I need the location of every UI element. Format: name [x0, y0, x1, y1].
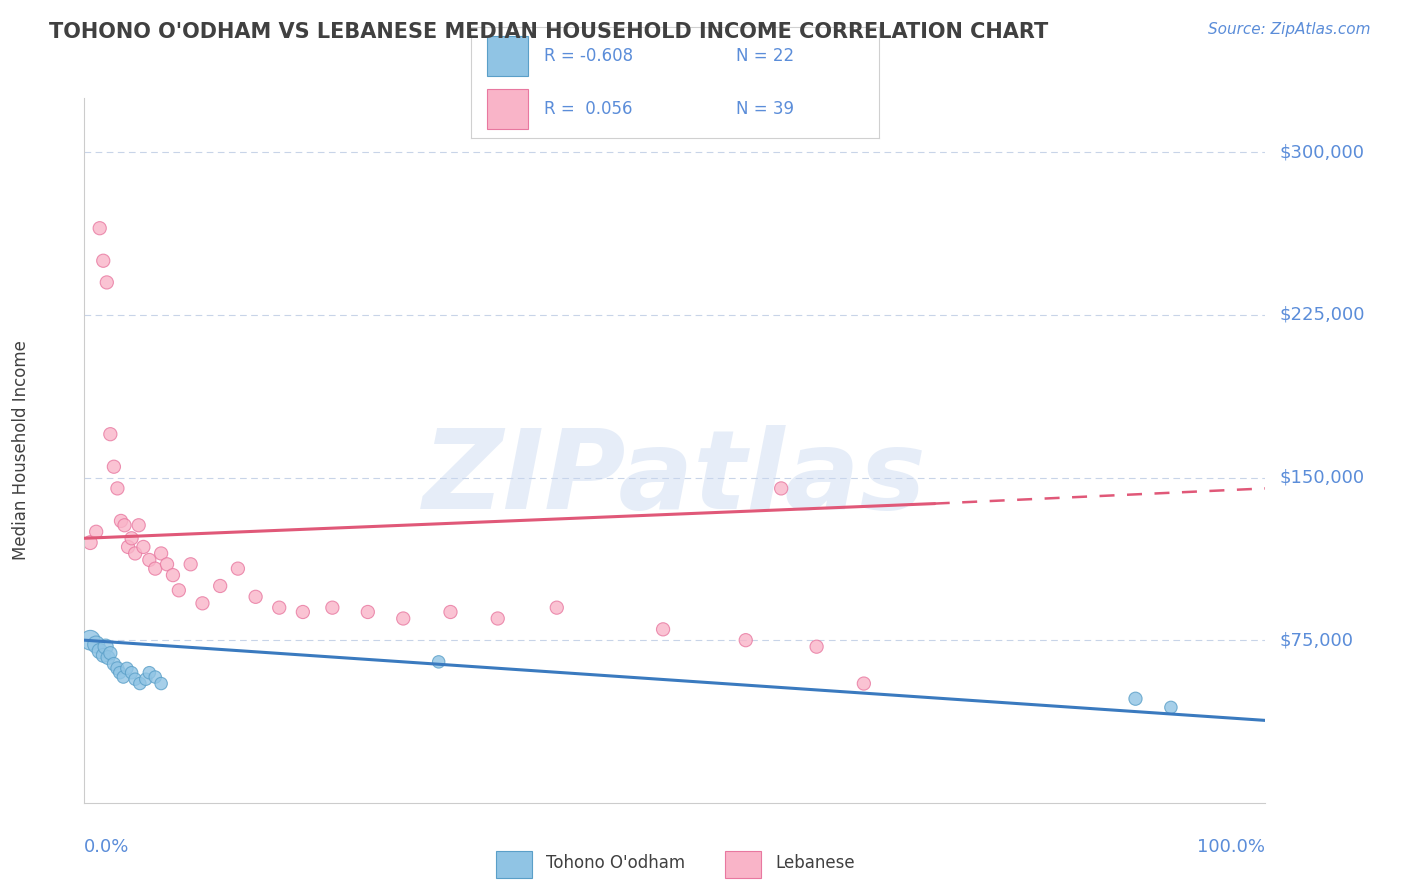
- Point: [89, 221, 111, 235]
- Point: [97, 650, 120, 665]
- Point: [291, 605, 314, 619]
- Point: [121, 665, 143, 680]
- Point: [321, 600, 343, 615]
- Point: [439, 605, 461, 619]
- Point: [486, 611, 509, 625]
- Point: [652, 623, 675, 637]
- Point: [89, 644, 111, 658]
- Text: $75,000: $75,000: [1279, 632, 1354, 649]
- Point: [91, 648, 114, 663]
- Point: [143, 670, 166, 684]
- Text: Source: ZipAtlas.com: Source: ZipAtlas.com: [1208, 22, 1371, 37]
- Point: [103, 657, 125, 671]
- Point: [180, 558, 202, 572]
- Point: [1160, 700, 1182, 714]
- Text: $225,000: $225,000: [1279, 306, 1365, 324]
- Point: [94, 640, 117, 654]
- Text: ZIPatlas: ZIPatlas: [423, 425, 927, 533]
- Point: [115, 661, 138, 675]
- Point: [91, 253, 114, 268]
- Point: [117, 540, 139, 554]
- Point: [150, 546, 173, 560]
- Point: [124, 546, 146, 560]
- Point: [392, 611, 415, 625]
- Point: [108, 665, 131, 680]
- Bar: [725, 851, 762, 878]
- Point: [245, 590, 267, 604]
- Text: 100.0%: 100.0%: [1198, 838, 1265, 856]
- Point: [112, 670, 135, 684]
- Point: [852, 676, 875, 690]
- Text: N = 39: N = 39: [737, 100, 794, 119]
- Point: [143, 561, 166, 575]
- Point: [84, 638, 107, 652]
- Text: N = 22: N = 22: [737, 46, 794, 65]
- Point: [132, 540, 155, 554]
- Point: [209, 579, 232, 593]
- Point: [138, 665, 160, 680]
- Point: [162, 568, 184, 582]
- Point: [546, 600, 568, 615]
- Point: [427, 655, 450, 669]
- Point: [103, 459, 125, 474]
- Point: [121, 531, 143, 545]
- Text: $300,000: $300,000: [1279, 144, 1364, 161]
- Text: Lebanese: Lebanese: [775, 854, 855, 872]
- Point: [269, 600, 291, 615]
- Point: [156, 558, 179, 572]
- Bar: [488, 36, 529, 76]
- Point: [96, 276, 118, 290]
- Point: [128, 518, 150, 533]
- Point: [734, 633, 756, 648]
- Text: Tohono O'odham: Tohono O'odham: [546, 854, 685, 872]
- Point: [79, 535, 101, 549]
- Point: [191, 596, 214, 610]
- Point: [124, 672, 146, 686]
- Point: [98, 427, 121, 442]
- Text: R =  0.056: R = 0.056: [544, 100, 633, 119]
- Text: 0.0%: 0.0%: [84, 838, 129, 856]
- Point: [98, 646, 121, 660]
- Point: [138, 553, 160, 567]
- Bar: [496, 851, 531, 878]
- Point: [135, 672, 157, 686]
- Point: [110, 514, 132, 528]
- Point: [357, 605, 380, 619]
- Point: [128, 676, 150, 690]
- Point: [167, 583, 190, 598]
- Bar: [488, 89, 529, 129]
- Point: [770, 482, 793, 496]
- Text: R = -0.608: R = -0.608: [544, 46, 634, 65]
- Point: [107, 661, 129, 675]
- Point: [79, 633, 101, 648]
- Point: [226, 561, 249, 575]
- Point: [1125, 691, 1147, 706]
- Point: [150, 676, 173, 690]
- Text: $150,000: $150,000: [1279, 468, 1365, 486]
- Text: TOHONO O'ODHAM VS LEBANESE MEDIAN HOUSEHOLD INCOME CORRELATION CHART: TOHONO O'ODHAM VS LEBANESE MEDIAN HOUSEH…: [49, 22, 1049, 42]
- Point: [806, 640, 828, 654]
- Point: [107, 482, 129, 496]
- Point: [114, 518, 136, 533]
- Text: Median Household Income: Median Household Income: [13, 341, 30, 560]
- Point: [84, 524, 107, 539]
